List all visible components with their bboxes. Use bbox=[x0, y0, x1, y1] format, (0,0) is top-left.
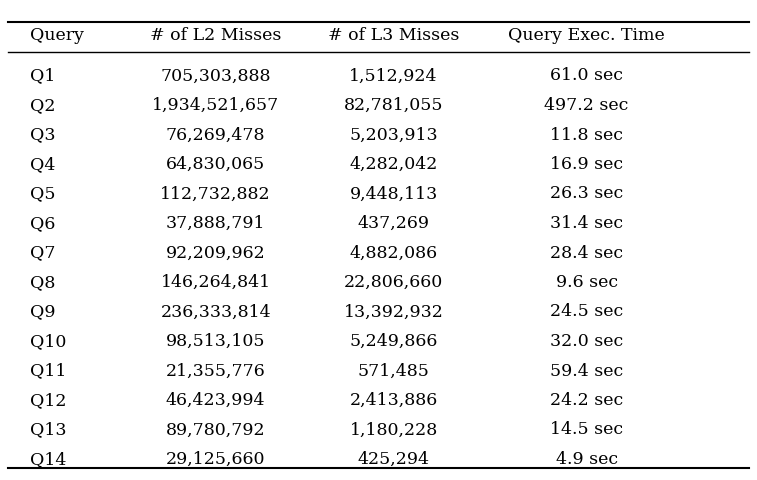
Text: 46,423,994: 46,423,994 bbox=[166, 392, 266, 409]
Text: 146,264,841: 146,264,841 bbox=[160, 274, 271, 291]
Text: Q11: Q11 bbox=[30, 362, 67, 380]
Text: 5,249,866: 5,249,866 bbox=[350, 333, 438, 350]
Text: 13,392,932: 13,392,932 bbox=[344, 303, 444, 321]
Text: Query Exec. Time: Query Exec. Time bbox=[508, 26, 665, 44]
Text: 26.3 sec: 26.3 sec bbox=[550, 185, 623, 203]
Text: 14.5 sec: 14.5 sec bbox=[550, 421, 623, 439]
Text: 29,125,660: 29,125,660 bbox=[166, 451, 266, 468]
Text: Q5: Q5 bbox=[30, 185, 56, 203]
Text: Q12: Q12 bbox=[30, 392, 67, 409]
Text: 24.2 sec: 24.2 sec bbox=[550, 392, 623, 409]
Text: Q14: Q14 bbox=[30, 451, 67, 468]
Text: 22,806,660: 22,806,660 bbox=[344, 274, 444, 291]
Text: 4.9 sec: 4.9 sec bbox=[556, 451, 618, 468]
Text: 64,830,065: 64,830,065 bbox=[166, 156, 266, 173]
Text: Query: Query bbox=[30, 26, 84, 44]
Text: Q2: Q2 bbox=[30, 97, 56, 114]
Text: 92,209,962: 92,209,962 bbox=[166, 244, 266, 262]
Text: 59.4 sec: 59.4 sec bbox=[550, 362, 623, 380]
Text: Q10: Q10 bbox=[30, 333, 67, 350]
Text: 9,448,113: 9,448,113 bbox=[350, 185, 438, 203]
Text: 2,413,886: 2,413,886 bbox=[350, 392, 438, 409]
Text: 32.0 sec: 32.0 sec bbox=[550, 333, 623, 350]
Text: Q9: Q9 bbox=[30, 303, 56, 321]
Text: Q1: Q1 bbox=[30, 68, 56, 84]
Text: 425,294: 425,294 bbox=[357, 451, 430, 468]
Text: # of L2 Misses: # of L2 Misses bbox=[150, 26, 282, 44]
Text: 21,355,776: 21,355,776 bbox=[166, 362, 266, 380]
Text: 5,203,913: 5,203,913 bbox=[349, 127, 438, 144]
Text: 61.0 sec: 61.0 sec bbox=[550, 68, 623, 84]
Text: 1,934,521,657: 1,934,521,657 bbox=[152, 97, 279, 114]
Text: Q3: Q3 bbox=[30, 127, 56, 144]
Text: 76,269,478: 76,269,478 bbox=[166, 127, 266, 144]
Text: Q13: Q13 bbox=[30, 421, 67, 439]
Text: 705,303,888: 705,303,888 bbox=[160, 68, 271, 84]
Text: Q6: Q6 bbox=[30, 215, 56, 232]
Text: 437,269: 437,269 bbox=[357, 215, 430, 232]
Text: 1,512,924: 1,512,924 bbox=[350, 68, 438, 84]
Text: Q8: Q8 bbox=[30, 274, 56, 291]
Text: Q7: Q7 bbox=[30, 244, 56, 262]
Text: 11.8 sec: 11.8 sec bbox=[550, 127, 623, 144]
Text: 31.4 sec: 31.4 sec bbox=[550, 215, 623, 232]
Text: 89,780,792: 89,780,792 bbox=[166, 421, 266, 439]
Text: 571,485: 571,485 bbox=[358, 362, 429, 380]
Text: 28.4 sec: 28.4 sec bbox=[550, 244, 623, 262]
Text: 112,732,882: 112,732,882 bbox=[160, 185, 271, 203]
Text: 4,282,042: 4,282,042 bbox=[350, 156, 438, 173]
Text: 98,513,105: 98,513,105 bbox=[166, 333, 266, 350]
Text: 4,882,086: 4,882,086 bbox=[350, 244, 438, 262]
Text: 9.6 sec: 9.6 sec bbox=[556, 274, 618, 291]
Text: 37,888,791: 37,888,791 bbox=[166, 215, 266, 232]
Text: 236,333,814: 236,333,814 bbox=[160, 303, 271, 321]
Text: 24.5 sec: 24.5 sec bbox=[550, 303, 623, 321]
Text: 82,781,055: 82,781,055 bbox=[344, 97, 444, 114]
Text: 16.9 sec: 16.9 sec bbox=[550, 156, 623, 173]
Text: # of L3 Misses: # of L3 Misses bbox=[328, 26, 459, 44]
Text: 1,180,228: 1,180,228 bbox=[350, 421, 438, 439]
Text: Q4: Q4 bbox=[30, 156, 56, 173]
Text: 497.2 sec: 497.2 sec bbox=[544, 97, 629, 114]
